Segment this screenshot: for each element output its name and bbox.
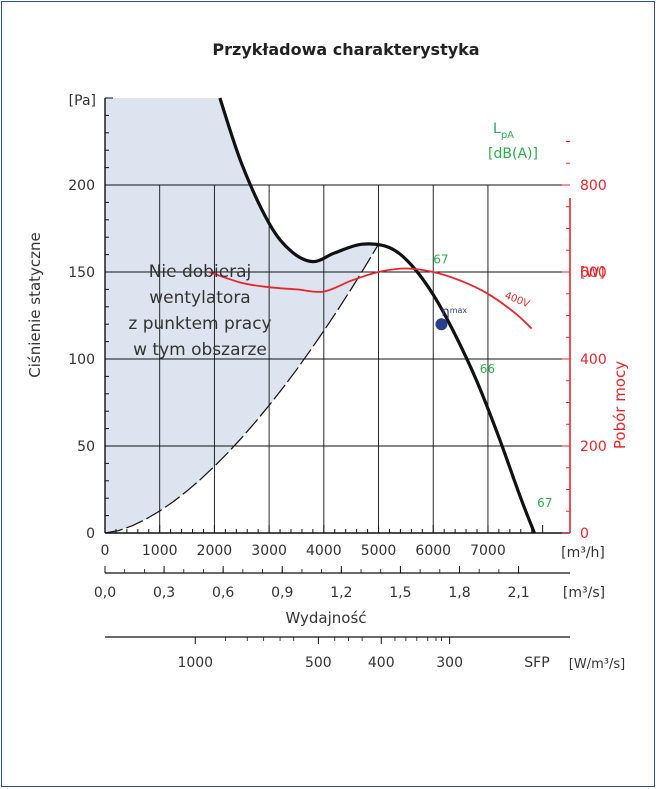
y-tick-label: 0 (86, 526, 95, 542)
sfp-tick-label: 300 (436, 655, 463, 671)
x2-tick-label: 0,0 (94, 585, 116, 601)
y2-tick-label: 200 (580, 439, 607, 455)
y-tick-label: 100 (68, 352, 95, 368)
sfp-tick-label: 500 (305, 655, 332, 671)
pressure-curve (218, 97, 536, 534)
x-tick-label: 6000 (415, 543, 451, 559)
sound-label: LpA (493, 121, 514, 141)
x-axis-label: Wydajność (285, 609, 366, 627)
warning-line-2: wentylatora (149, 288, 250, 308)
warning-line-3: z punktem pracy (128, 314, 271, 334)
power-curve (208, 267, 533, 330)
forbidden-area-boundary (104, 243, 380, 534)
sound-level-label: 66 (480, 362, 495, 376)
x2-tick-label: 1,2 (330, 585, 352, 601)
eta-max-label: ηmax (441, 305, 467, 320)
x2-tick-label: 0,9 (271, 585, 293, 601)
y2-tick-label: 600 (580, 265, 607, 281)
x2-tick-label: 2,1 (507, 585, 529, 601)
warning-line-1: Nie dobieraj (149, 262, 252, 282)
y-tick-label: 50 (77, 439, 95, 455)
sound-label-main: L (493, 121, 501, 137)
sound-unit: [dB(A)] (488, 146, 538, 162)
y2-tick-label: 800 (580, 178, 607, 194)
x-tick-label: 4000 (306, 543, 342, 559)
warning-note: Nie dobieraj wentylatora z punktem pracy… (128, 262, 271, 360)
x2-axis-unit: [m³/s] (563, 585, 605, 601)
x2-tick-label: 1,5 (389, 585, 411, 601)
grid (105, 184, 570, 533)
y2-axis-unit: [W] (580, 265, 605, 281)
forbidden-area (105, 98, 379, 533)
sound-label-sub: pA (501, 130, 514, 141)
sfp-label: SFP (524, 655, 549, 671)
warning-line-4: w tym obszarze (133, 340, 267, 360)
x-tick-label: 3000 (251, 543, 287, 559)
axes (104, 97, 571, 638)
y2-axis-label: Pobór mocy (611, 361, 629, 449)
y-axis-unit: [Pa] (69, 93, 96, 109)
y2-tick-label: 400 (580, 352, 607, 368)
x-tick-label: 1000 (142, 543, 178, 559)
sound-level-label: 67 (537, 496, 552, 510)
sfp-tick-label: 400 (368, 655, 395, 671)
x-tick-label: 5000 (361, 543, 397, 559)
x2-tick-label: 0,3 (153, 585, 175, 601)
sfp-unit: [W/m³/s] (569, 657, 625, 672)
x2-tick-label: 0,6 (212, 585, 234, 601)
eta-max-point (435, 318, 448, 331)
y-tick-label: 200 (68, 178, 95, 194)
x-tick-label: 2000 (197, 543, 233, 559)
y-axis-label: Ciśnienie statyczne (26, 232, 44, 378)
y-tick-label: 150 (68, 265, 95, 281)
x-tick-label: 7000 (470, 543, 506, 559)
x2-tick-label: 1,8 (448, 585, 470, 601)
chart-title: Przykładowa charakterystyka (212, 40, 479, 59)
y2-tick-label: 0 (580, 526, 589, 542)
x-axis-unit: [m³/h] (561, 545, 605, 561)
sound-level-label: 67 (433, 252, 448, 266)
sfp-tick-label: 1000 (177, 655, 213, 671)
x-tick-label: 0 (101, 543, 110, 559)
